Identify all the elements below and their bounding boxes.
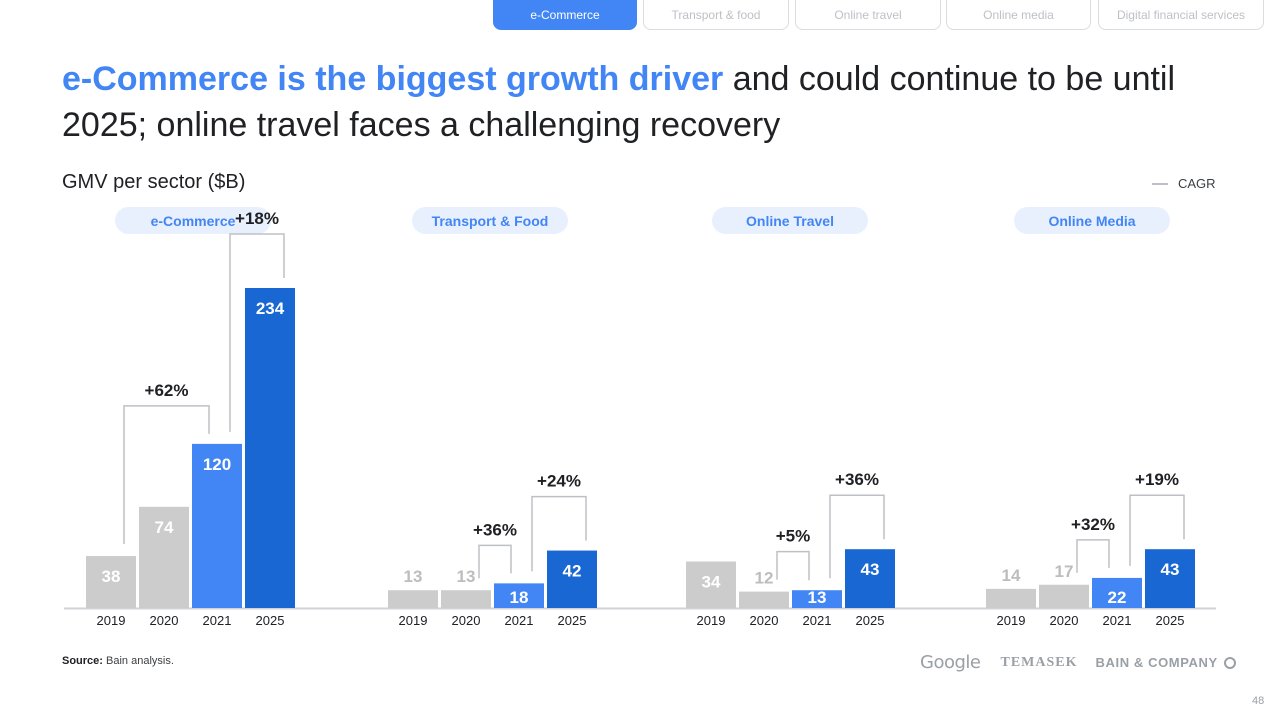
tick-label-1-2021: 2021 [505,613,534,628]
cagr-bracket-0-1 [229,233,285,432]
tab-transport-food[interactable]: Transport & food [643,0,789,30]
tick-label-1-2019: 2019 [399,613,428,628]
bar-1-2025 [547,550,597,608]
source-note: Source: Bain analysis. [62,655,174,667]
cagr-label-1-0: +36% [473,520,517,539]
tab-ecommerce[interactable]: e-Commerce [493,0,637,30]
bar-2-2019 [686,561,736,608]
cagr-bracket-0-0 [123,405,210,545]
bain-logo-text: BAIN & COMPANY [1095,655,1218,670]
bain-logo: BAIN & COMPANY [1096,655,1236,670]
cagr-label-0-1: +18% [235,209,279,228]
partner-logos: Google TEMASEK BAIN & COMPANY [920,652,1236,673]
bar-3-2025 [1145,549,1195,608]
title-rest: and could continue to be until 2025; onl… [62,60,1176,144]
bar-0-2021 [192,443,242,608]
tick-label-2-2020: 2020 [750,613,779,628]
bar-2-2020 [739,591,789,608]
data-label-1-2025: 42 [563,562,582,581]
data-label-3-2019: 14 [1002,566,1021,585]
panel-label-online-travel: Online Travel [712,207,868,234]
cagr-bracket-3-0 [1076,539,1110,573]
tick-label-2-2021: 2021 [803,613,832,628]
cagr-legend: CAGR [1152,176,1216,191]
bar-1-2021 [494,583,544,608]
cagr-bracket-1-1 [531,495,587,572]
tick-label-2-2025: 2025 [856,613,885,628]
tick-label-0-2019: 2019 [97,613,126,628]
cagr-label-3-1: +19% [1135,470,1179,489]
data-label-0-2020: 74 [155,518,174,537]
legend-label: CAGR [1178,176,1216,191]
tick-label-3-2019: 2019 [997,613,1026,628]
bar-1-2020 [441,590,491,608]
bain-mark-icon [1223,656,1236,669]
cagr-label-1-1: +24% [537,472,581,491]
source-label: Source: [62,655,103,667]
bar-3-2020 [1039,584,1089,608]
tick-label-3-2025: 2025 [1156,613,1185,628]
title-highlight: e-Commerce is the biggest growth driver [62,60,724,98]
data-label-3-2021: 22 [1108,588,1127,607]
bar-2-2025 [845,549,895,608]
data-label-2-2021: 13 [808,588,827,607]
cagr-bracket-1-0 [478,544,512,579]
page-number: 48 [1252,695,1265,707]
data-label-0-2021: 120 [203,455,231,474]
panel-label-online-media: Online Media [1014,207,1170,234]
cagr-label-2-1: +36% [835,470,879,489]
bar-2-2021 [792,590,842,608]
data-label-0-2019: 38 [102,567,121,586]
cagr-label-0-0: +62% [145,381,189,400]
source-text: Bain analysis. [102,655,174,667]
data-label-3-2020: 17 [1055,562,1074,581]
tick-label-3-2021: 2021 [1103,613,1132,628]
temasek-logo: TEMASEK [1000,654,1078,670]
panel-label-ecommerce: e-Commerce [115,207,271,234]
bar-0-2019 [86,556,136,608]
cagr-label-2-0: +5% [776,527,811,546]
cagr-bracket-2-0 [776,550,810,581]
tab-digital-financial-services[interactable]: Digital financial services [1098,0,1264,30]
chart-subtitle: GMV per sector ($B) [62,171,246,193]
tick-label-1-2020: 2020 [452,613,481,628]
tick-label-0-2025: 2025 [256,613,285,628]
data-label-3-2025: 43 [1161,560,1180,579]
bar-3-2021 [1092,577,1142,608]
data-label-2-2025: 43 [861,560,880,579]
bar-1-2019 [388,590,438,608]
page-title: e-Commerce is the biggest growth driver … [62,56,1212,148]
bar-0-2025 [245,288,295,608]
tick-label-0-2020: 2020 [150,613,179,628]
data-label-1-2021: 18 [510,588,529,607]
cagr-label-3-0: +32% [1071,515,1115,534]
tick-label-2-2019: 2019 [697,613,726,628]
tab-online-travel[interactable]: Online travel [795,0,941,30]
bar-0-2020 [139,506,189,608]
data-label-2-2019: 34 [702,573,721,592]
google-logo: Google [920,652,981,673]
cagr-bracket-2-1 [829,494,885,579]
tab-online-media[interactable]: Online media [946,0,1091,30]
cagr-bracket-3-1 [1129,494,1185,566]
data-label-0-2025: 234 [256,299,285,318]
tick-label-1-2025: 2025 [558,613,587,628]
legend-line-icon [1152,182,1168,185]
bar-3-2019 [986,588,1036,608]
data-label-2-2020: 12 [755,569,774,588]
tick-label-3-2020: 2020 [1050,613,1079,628]
panel-label-transport-food: Transport & Food [412,207,568,234]
data-label-1-2020: 13 [457,567,476,586]
tick-label-0-2021: 2021 [203,613,232,628]
data-label-1-2019: 13 [404,567,423,586]
